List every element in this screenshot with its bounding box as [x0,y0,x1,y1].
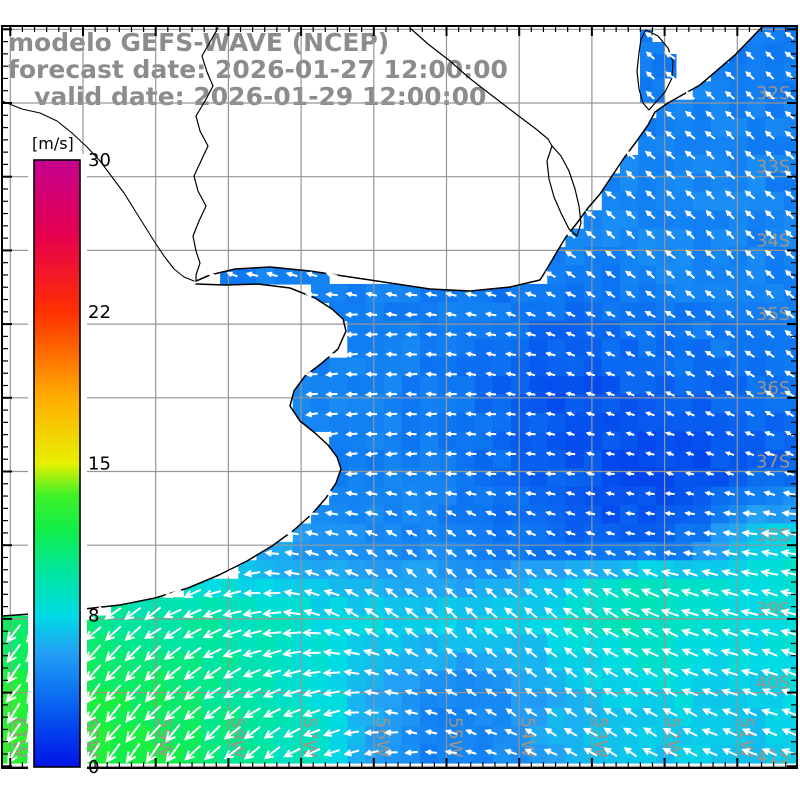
lon-label-54W: 54W [517,717,538,758]
colorbar-tick-label: 30 [88,150,111,171]
lat-label-39S: 39S [756,599,790,620]
lat-label-38S: 38S [756,525,790,546]
lat-label-32S: 32S [756,83,790,104]
lat-label-34S: 34S [756,230,790,251]
lon-label-57W: 57W [299,717,320,758]
colorbar-tick-label: 22 [88,302,111,323]
title-model-line: modelo GEFS-WAVE (NCEP) [8,28,389,57]
lon-label-56W: 56W [372,717,393,758]
colorbar-tick-label: 8 [88,605,99,626]
title-valid-date: valid date: 2026-01-29 12:00:00 [8,82,486,111]
colorbar-unit-label: [m/s] [32,134,74,153]
lon-label-61W: 61W [8,717,29,758]
lon-label-58W: 58W [226,717,247,758]
lat-label-40S: 40S [756,673,790,694]
lat-label-33S: 33S [756,157,790,178]
colorbar-tick-label: 0 [88,757,99,778]
lon-label-55W: 55W [445,717,466,758]
colorbar-tick-label: 15 [88,454,111,475]
lon-label-59W: 59W [154,717,175,758]
lon-label-52W: 52W [663,717,684,758]
colorbar: [m/s] 30 22 15 8 0 [28,134,111,778]
lat-label-35S: 35S [756,304,790,325]
lat-label-37S: 37S [756,452,790,473]
lat-label-36S: 36S [756,378,790,399]
title-forecast-date: forecast date: 2026-01-27 12:00:00 [8,55,508,84]
title-block: modelo GEFS-WAVE (NCEP) forecast date: 2… [8,28,508,111]
lon-label-51W: 51W [735,717,756,758]
coastlines-rivers [1,25,764,617]
map-frame-ticks [1,25,798,769]
land-masses [2,26,763,616]
